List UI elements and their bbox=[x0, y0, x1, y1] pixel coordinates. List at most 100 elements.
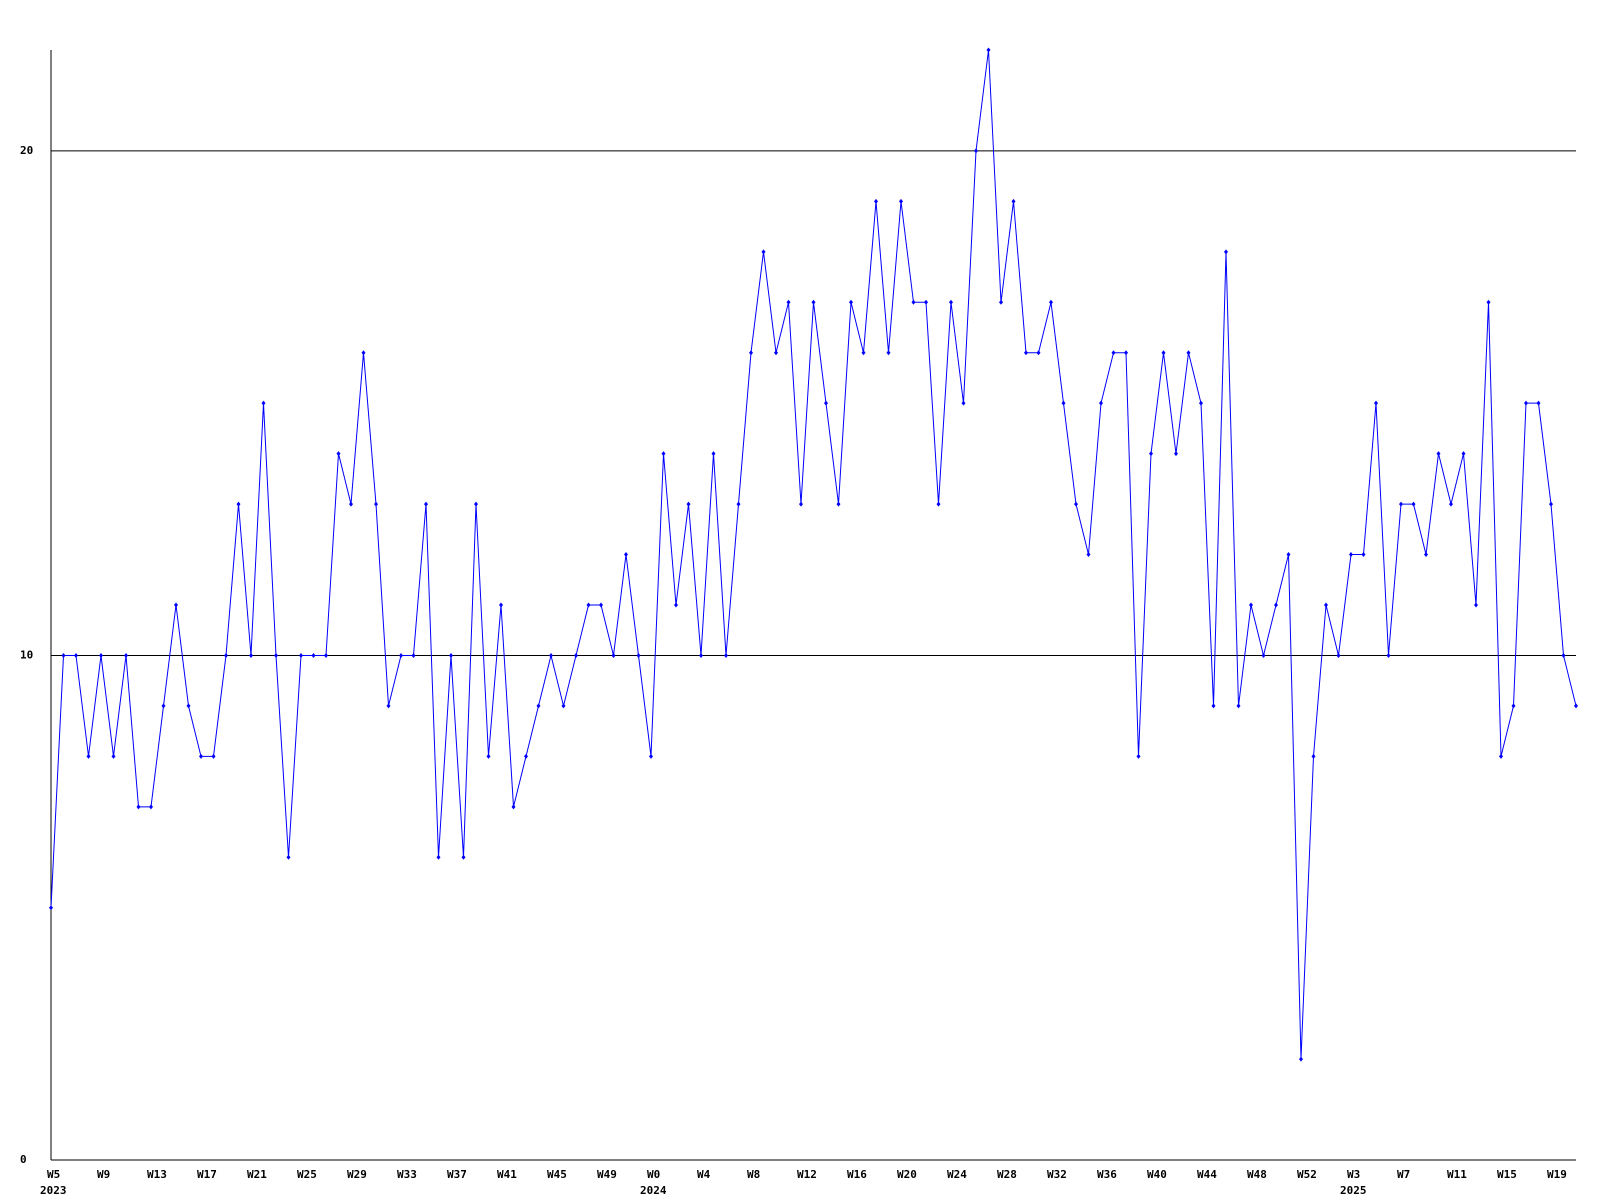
data-point bbox=[1386, 652, 1391, 658]
data-point bbox=[411, 652, 416, 658]
data-line bbox=[50, 49, 1577, 1060]
x-tick-label: W16 bbox=[847, 1168, 867, 1181]
x-tick-label: W33 bbox=[397, 1168, 417, 1181]
x-tick-label: W48 bbox=[1247, 1168, 1267, 1181]
data-point bbox=[399, 652, 403, 658]
x-tick-label: W13 bbox=[147, 1168, 167, 1181]
data-point bbox=[174, 602, 178, 608]
data-point bbox=[649, 753, 653, 759]
data-point bbox=[1236, 703, 1241, 709]
data-point bbox=[474, 501, 478, 507]
y-tick-label: 10 bbox=[20, 648, 33, 661]
x-tick-label: W32 bbox=[1047, 1168, 1067, 1181]
x-tick-label: W44 bbox=[1197, 1168, 1217, 1181]
x-tick-label: W8 bbox=[747, 1168, 760, 1181]
data-point bbox=[524, 753, 528, 759]
data-point bbox=[99, 652, 103, 658]
data-point bbox=[999, 299, 1003, 305]
data-point bbox=[1361, 552, 1366, 558]
data-point bbox=[199, 753, 203, 759]
data-point bbox=[161, 703, 166, 709]
data-point bbox=[311, 652, 316, 658]
data-point bbox=[1436, 451, 1441, 457]
x-tick-label: W49 bbox=[597, 1168, 617, 1181]
data-point bbox=[786, 299, 791, 305]
x-tick-label: W17 bbox=[197, 1168, 217, 1181]
data-point bbox=[1286, 552, 1291, 558]
data-point bbox=[1536, 400, 1541, 406]
x-tick-label: W21 bbox=[247, 1168, 267, 1181]
data-point bbox=[949, 299, 953, 305]
x-tick-label: W45 bbox=[547, 1168, 567, 1181]
data-point bbox=[736, 501, 741, 507]
data-point bbox=[1561, 652, 1566, 658]
data-point bbox=[274, 652, 278, 658]
data-point bbox=[486, 753, 491, 759]
x-year-label: 2024 bbox=[640, 1184, 667, 1197]
data-point bbox=[749, 350, 753, 356]
data-point bbox=[1211, 703, 1216, 709]
data-point bbox=[1099, 400, 1103, 406]
x-tick-label: W25 bbox=[297, 1168, 317, 1181]
data-point bbox=[1186, 350, 1191, 356]
data-point bbox=[1174, 451, 1178, 457]
data-point bbox=[899, 198, 903, 204]
data-point bbox=[874, 198, 878, 204]
data-point bbox=[574, 652, 578, 658]
data-point bbox=[711, 451, 716, 457]
data-point bbox=[1249, 602, 1253, 608]
data-point bbox=[324, 652, 328, 658]
data-point bbox=[586, 602, 591, 608]
data-point bbox=[236, 501, 241, 507]
data-point bbox=[1161, 350, 1166, 356]
data-point bbox=[511, 804, 516, 810]
data-point bbox=[611, 652, 616, 658]
x-tick-label: W11 bbox=[1447, 1168, 1467, 1181]
data-point bbox=[211, 753, 216, 759]
x-tick-label: W20 bbox=[897, 1168, 917, 1181]
data-point bbox=[536, 703, 541, 709]
x-tick-label: W0 bbox=[647, 1168, 660, 1181]
data-point bbox=[1549, 501, 1553, 507]
data-point bbox=[386, 703, 391, 709]
data-point bbox=[424, 501, 428, 507]
data-point bbox=[1461, 451, 1466, 457]
x-tick-label: W37 bbox=[447, 1168, 467, 1181]
data-point bbox=[1349, 552, 1353, 558]
data-point bbox=[624, 552, 628, 558]
data-point bbox=[911, 299, 916, 305]
data-point bbox=[686, 501, 691, 507]
data-point bbox=[986, 47, 991, 53]
x-year-label: 2023 bbox=[40, 1184, 67, 1197]
data-point bbox=[1449, 501, 1453, 507]
data-point bbox=[74, 652, 78, 658]
x-tick-label: W5 bbox=[47, 1168, 60, 1181]
x-tick-label: W52 bbox=[1297, 1168, 1317, 1181]
data-point bbox=[861, 350, 866, 356]
data-point bbox=[149, 804, 153, 810]
data-point bbox=[1574, 703, 1578, 709]
data-point bbox=[1411, 501, 1416, 507]
data-point bbox=[1111, 350, 1116, 356]
data-point bbox=[1124, 350, 1128, 356]
data-point bbox=[1324, 602, 1328, 608]
data-point bbox=[561, 703, 566, 709]
x-tick-label: W36 bbox=[1097, 1168, 1117, 1181]
data-point bbox=[336, 451, 341, 457]
data-point bbox=[724, 652, 728, 658]
data-point bbox=[86, 753, 91, 759]
x-tick-label: W4 bbox=[697, 1168, 711, 1181]
data-point bbox=[1224, 249, 1228, 255]
data-point bbox=[1311, 753, 1316, 759]
data-point bbox=[1511, 703, 1516, 709]
data-point bbox=[799, 501, 803, 507]
data-point bbox=[1136, 753, 1141, 759]
data-point bbox=[1274, 602, 1278, 608]
data-point bbox=[1061, 400, 1066, 406]
data-point bbox=[549, 652, 553, 658]
x-tick-label: W15 bbox=[1497, 1168, 1517, 1181]
x-tick-label: W29 bbox=[347, 1168, 367, 1181]
x-tick-label: W3 bbox=[1347, 1168, 1360, 1181]
data-point bbox=[449, 652, 453, 658]
